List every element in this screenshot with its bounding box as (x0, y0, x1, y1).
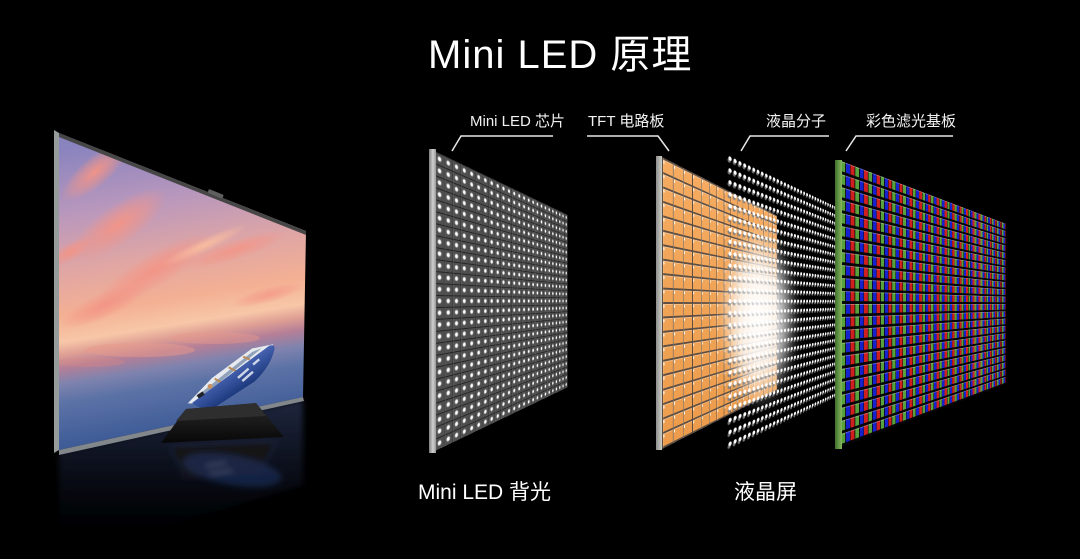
tv-screen (54, 130, 306, 455)
boat (187, 344, 275, 409)
mini-led-panel-edge (429, 149, 436, 453)
callout-line-tft-board (587, 135, 670, 152)
color-filter-panel (841, 161, 1006, 447)
water-reflections (59, 332, 260, 367)
sunset-clouds (59, 142, 305, 329)
tv-bottom-edge (59, 397, 304, 455)
callout-line-mini-led-chip (451, 135, 553, 152)
tv-top-edge (59, 133, 306, 235)
backlight-glow-front (717, 224, 799, 412)
label-mini-led-chip: Mini LED 芯片 (470, 113, 566, 130)
tv-left-edge (54, 130, 59, 453)
label-color-filter: 彩色滤光基板 (866, 113, 957, 130)
label-mini-led-backlight: Mini LED 背光 (418, 481, 552, 504)
mini-led-panel (435, 151, 568, 451)
callout-line-liquid-crystal (740, 135, 829, 152)
tv-reflection (59, 400, 303, 559)
tv-logo (207, 189, 224, 199)
callout-line-color-filter (845, 135, 953, 152)
color-filter-panel-edge (835, 160, 842, 449)
label-tft-board: TFT 电路板 (588, 113, 665, 130)
label-liquid-crystal: 液晶分子 (766, 113, 827, 130)
tft-panel-edge (656, 156, 662, 450)
page-title: Mini LED 原理 (428, 33, 693, 77)
label-lcd-screen: 液晶屏 (734, 481, 797, 504)
tv-stand (161, 403, 284, 443)
